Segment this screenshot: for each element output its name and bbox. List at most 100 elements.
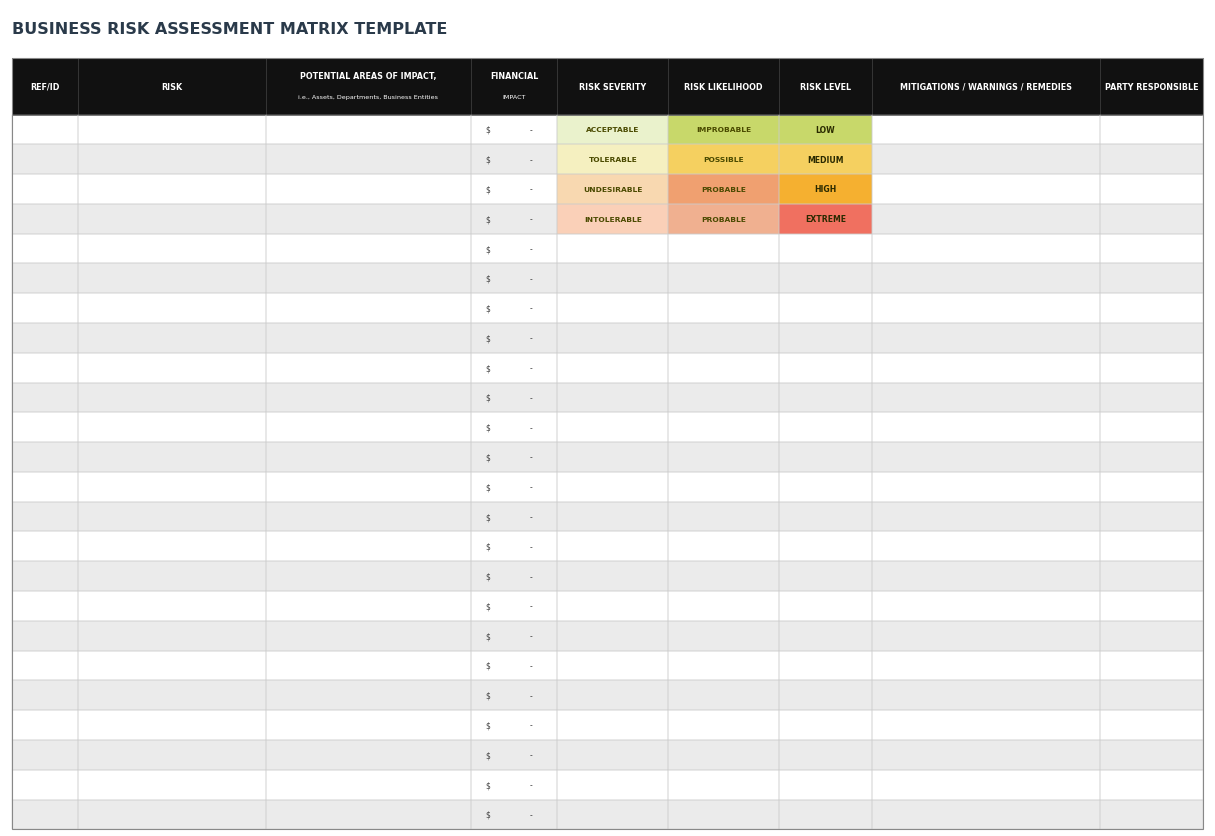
Bar xyxy=(12,234,1203,264)
Bar xyxy=(1101,354,1203,383)
Bar xyxy=(668,442,779,472)
Bar xyxy=(12,799,1203,829)
Bar xyxy=(779,413,872,442)
Bar xyxy=(470,799,558,829)
Bar xyxy=(78,234,266,264)
Bar xyxy=(470,293,558,324)
Text: BUSINESS RISK ASSESSMENT MATRIX TEMPLATE: BUSINESS RISK ASSESSMENT MATRIX TEMPLATE xyxy=(12,22,447,37)
Bar xyxy=(779,799,872,829)
Bar xyxy=(1101,650,1203,681)
Bar xyxy=(872,770,1101,799)
Bar xyxy=(12,59,1203,115)
Bar xyxy=(558,413,668,442)
Text: FINANCIAL: FINANCIAL xyxy=(490,72,538,80)
Bar xyxy=(558,293,668,324)
Bar xyxy=(872,383,1101,413)
Bar xyxy=(872,650,1101,681)
Bar xyxy=(872,442,1101,472)
Bar xyxy=(668,413,779,442)
Bar xyxy=(558,383,668,413)
Bar xyxy=(12,413,1203,442)
Bar xyxy=(668,650,779,681)
Bar xyxy=(779,115,872,145)
Bar xyxy=(779,442,872,472)
Bar xyxy=(668,383,779,413)
Bar xyxy=(12,472,1203,502)
Bar xyxy=(558,264,668,293)
Bar xyxy=(872,502,1101,532)
Bar xyxy=(668,532,779,562)
Text: $: $ xyxy=(486,810,491,819)
Bar xyxy=(668,234,779,264)
Bar xyxy=(266,562,470,591)
Bar xyxy=(779,681,872,711)
Bar xyxy=(470,442,558,472)
Bar xyxy=(872,354,1101,383)
Bar xyxy=(266,740,470,770)
Bar xyxy=(558,324,668,354)
Bar xyxy=(668,354,779,383)
Bar xyxy=(872,145,1101,175)
Bar xyxy=(470,324,558,354)
Text: $: $ xyxy=(486,543,491,551)
Bar xyxy=(12,324,78,354)
Bar xyxy=(12,562,78,591)
Bar xyxy=(12,413,78,442)
Text: -: - xyxy=(530,512,533,522)
Bar xyxy=(266,799,470,829)
Bar xyxy=(266,621,470,650)
Text: TOLERABLE: TOLERABLE xyxy=(588,157,637,163)
Text: RISK: RISK xyxy=(162,83,182,91)
Text: $: $ xyxy=(486,572,491,581)
Bar xyxy=(12,115,1203,145)
Bar xyxy=(558,205,668,234)
Bar xyxy=(266,354,470,383)
Bar xyxy=(779,293,872,324)
Bar xyxy=(779,175,872,205)
Bar xyxy=(470,264,558,293)
Text: $: $ xyxy=(486,245,491,254)
Text: -: - xyxy=(530,810,533,819)
Bar xyxy=(1101,562,1203,591)
Text: MITIGATIONS / WARNINGS / REMEDIES: MITIGATIONS / WARNINGS / REMEDIES xyxy=(900,83,1072,91)
Bar xyxy=(12,532,78,562)
Bar xyxy=(470,115,558,145)
Text: -: - xyxy=(530,304,533,314)
Bar xyxy=(470,740,558,770)
Text: ACCEPTABLE: ACCEPTABLE xyxy=(586,127,639,133)
Bar xyxy=(779,383,872,413)
Text: IMPACT: IMPACT xyxy=(502,95,526,100)
Bar xyxy=(668,205,779,234)
Bar xyxy=(668,145,779,175)
Bar xyxy=(779,234,872,264)
Text: -: - xyxy=(530,602,533,611)
Bar xyxy=(668,681,779,711)
Bar xyxy=(1101,502,1203,532)
Bar xyxy=(872,681,1101,711)
Bar xyxy=(872,799,1101,829)
Bar xyxy=(78,383,266,413)
Bar xyxy=(266,770,470,799)
Text: $: $ xyxy=(486,274,491,283)
Bar xyxy=(12,591,1203,621)
Bar xyxy=(1101,264,1203,293)
Text: -: - xyxy=(530,631,533,640)
Bar xyxy=(872,532,1101,562)
Bar xyxy=(12,681,1203,711)
Text: RISK LEVEL: RISK LEVEL xyxy=(799,83,850,91)
Bar xyxy=(558,234,668,264)
Bar xyxy=(12,354,78,383)
Text: $: $ xyxy=(486,512,491,522)
Bar xyxy=(12,264,1203,293)
Text: PROBABLE: PROBABLE xyxy=(701,217,746,222)
Bar xyxy=(872,115,1101,145)
Text: $: $ xyxy=(486,394,491,402)
Bar xyxy=(78,115,266,145)
Bar xyxy=(779,145,872,175)
Bar xyxy=(1101,324,1203,354)
Bar xyxy=(668,175,779,205)
Bar xyxy=(12,354,1203,383)
Bar xyxy=(558,799,668,829)
Bar xyxy=(872,711,1101,740)
Bar xyxy=(266,324,470,354)
